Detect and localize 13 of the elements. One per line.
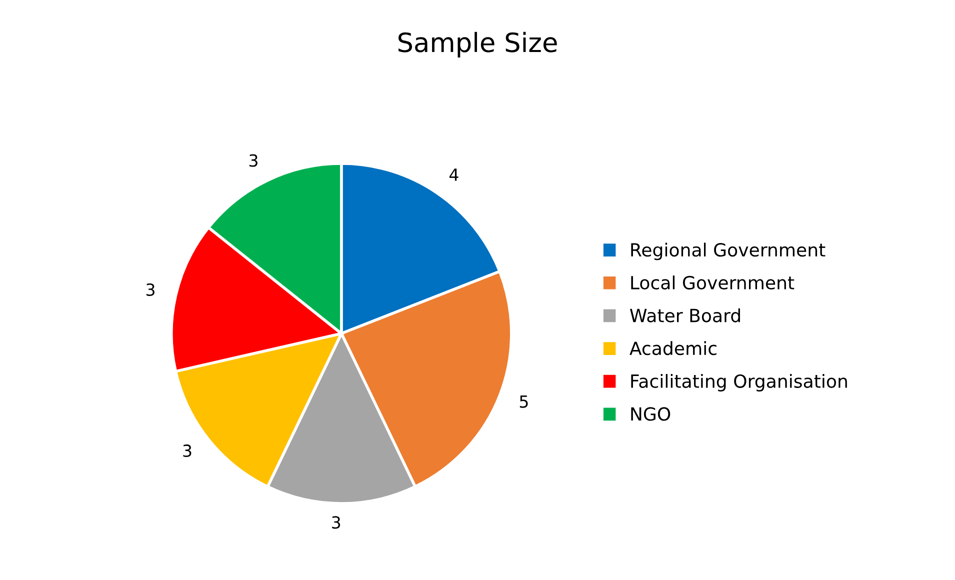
data-label: 4	[449, 168, 458, 181]
legend-label: Water Board	[630, 308, 740, 322]
data-label: 5	[520, 396, 528, 408]
data-label: 3	[332, 516, 340, 529]
legend-label: Facilitating Organisation	[631, 374, 847, 392]
data-label: 3	[249, 154, 258, 167]
legend-label: Academic	[630, 341, 716, 356]
legend-label: Regional Government	[631, 242, 826, 260]
legend-label: Local Government	[631, 276, 794, 290]
data-label: 3	[146, 283, 154, 296]
legend-label: NGO	[631, 407, 670, 421]
data-label: 3	[183, 444, 192, 458]
chart-title: Sample Size	[398, 32, 557, 58]
